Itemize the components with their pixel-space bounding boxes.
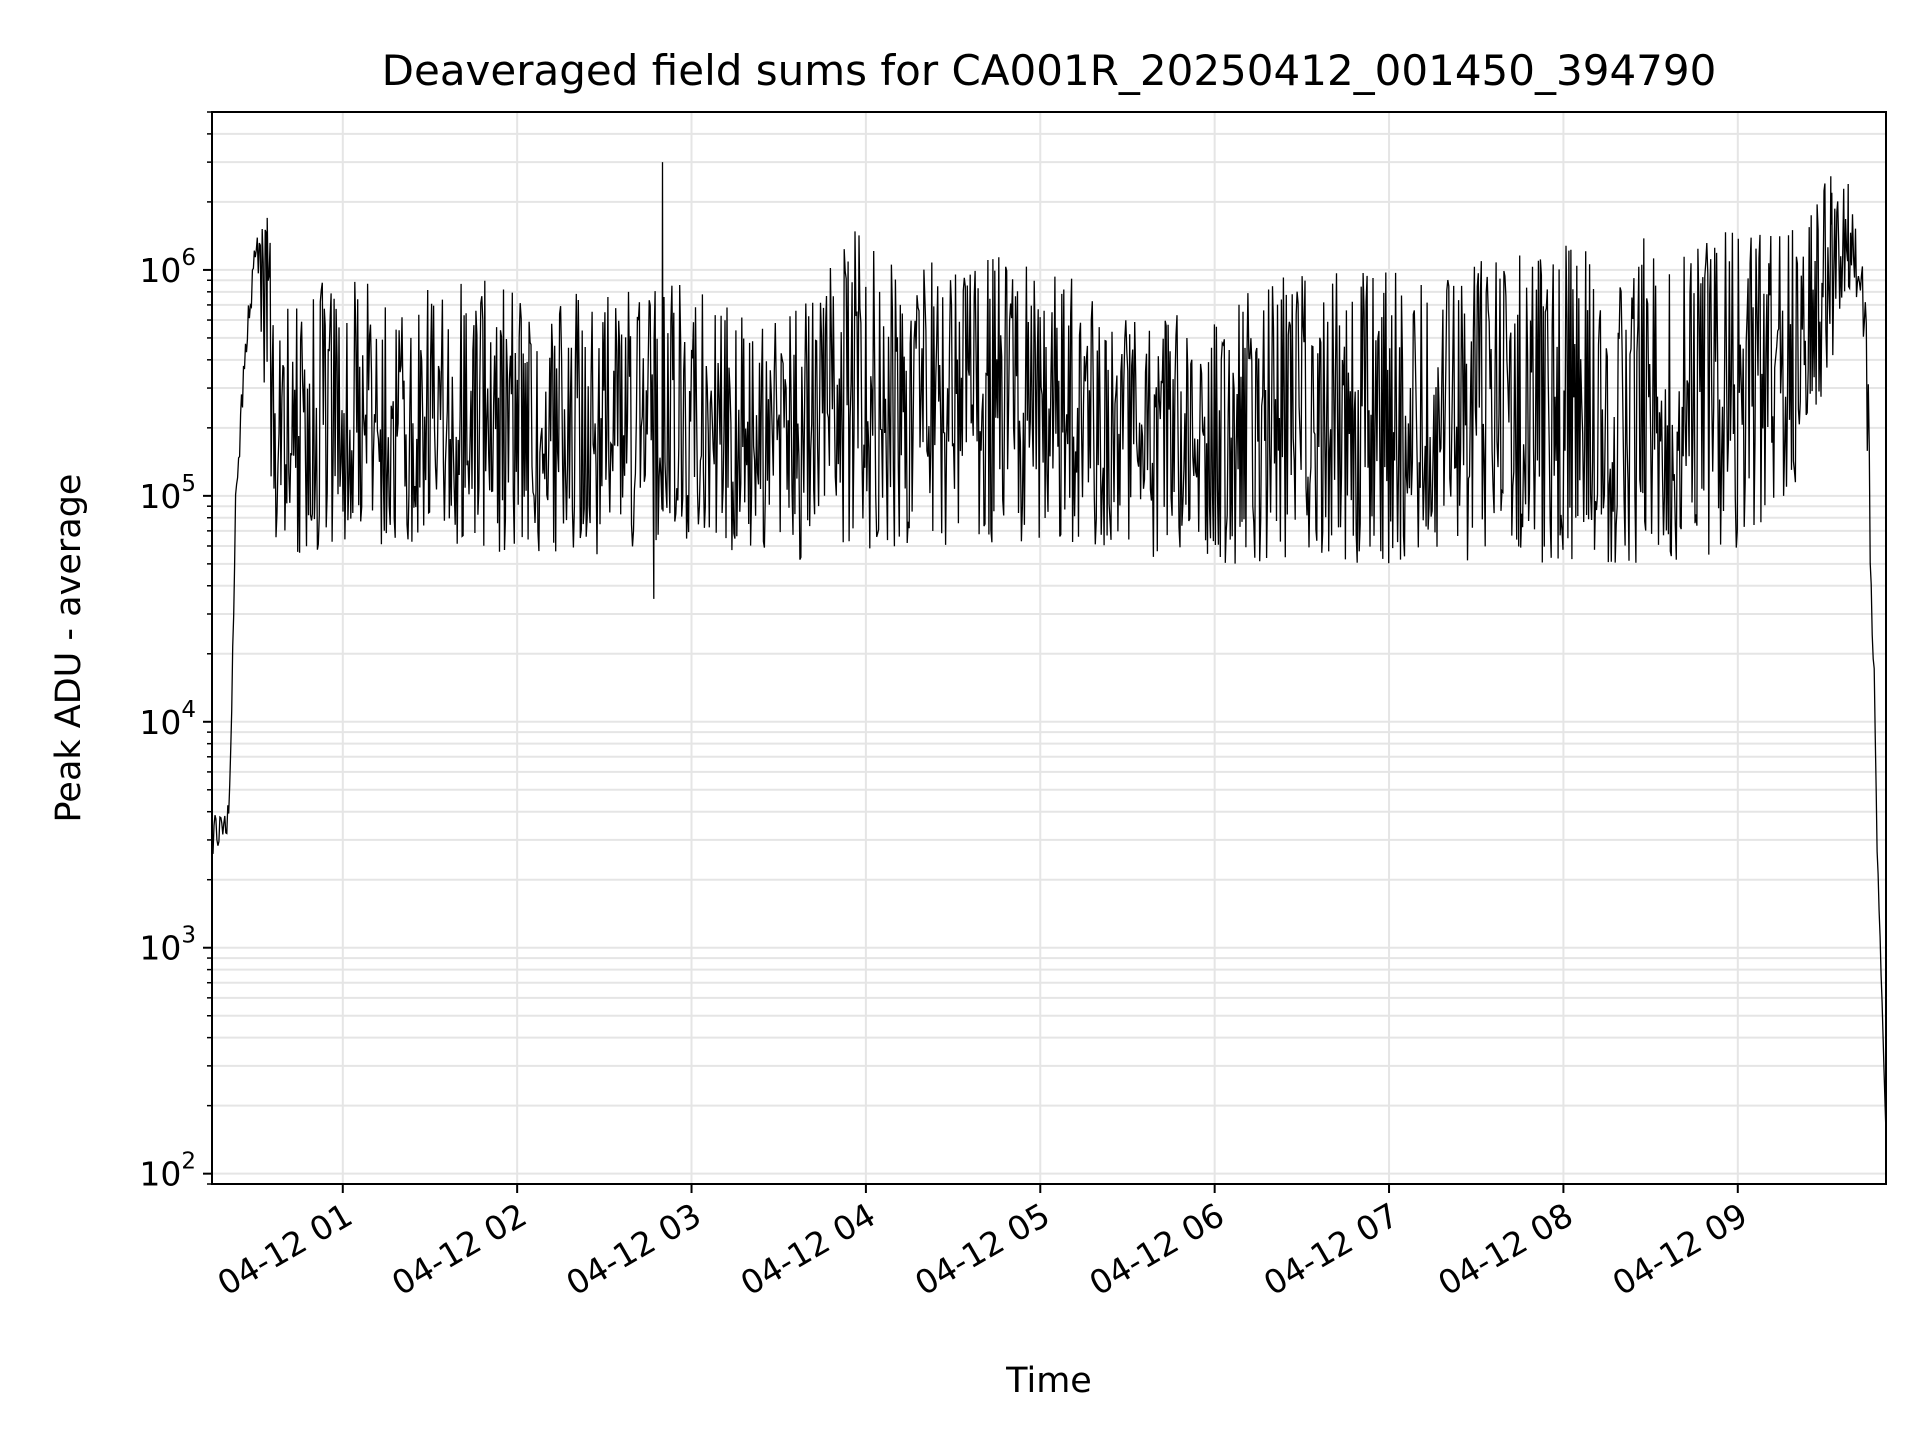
plot-frame [211,111,1887,1185]
y-tick-exponent: 6 [181,245,196,271]
y-tick-label: 105 [139,471,196,516]
y-axis-label: Peak ADU - average [49,474,89,823]
y-tick-base: 10 [139,703,181,742]
x-axis-label: Time [1005,1361,1092,1401]
y-tick-exponent: 3 [181,923,196,949]
minor-gridlines [212,111,1886,1185]
major-gridlines [212,112,1886,1184]
data-series-line [211,162,1887,1134]
y-tick-label: 104 [139,697,196,742]
y-tick-exponent: 2 [181,1149,196,1175]
y-tick-label: 103 [139,923,196,968]
chart-title: Deaveraged field sums for CA001R_2025041… [382,46,1717,95]
series-path [211,162,1887,1134]
y-tick-label: 102 [139,1149,196,1194]
y-tick-base: 10 [139,251,181,290]
y-tick-base: 10 [139,929,181,968]
y-tick-label: 106 [139,245,196,290]
y-tick-base: 10 [139,1155,181,1194]
y-tick-exponent: 5 [181,471,196,497]
y-tick-exponent: 4 [181,697,196,723]
y-tick-base: 10 [139,477,181,516]
